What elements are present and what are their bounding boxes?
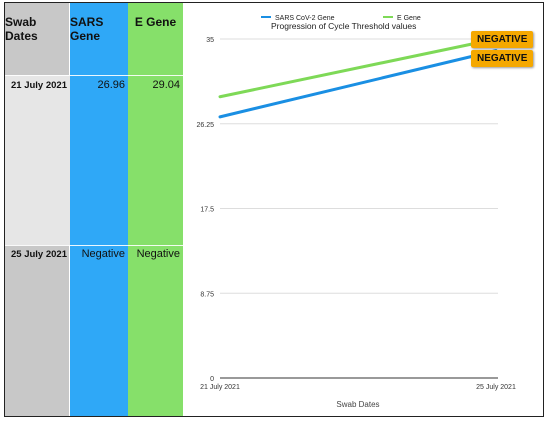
negative-badge: NEGATIVE — [471, 31, 534, 48]
row-1-sars: 26.96 — [97, 79, 125, 91]
row-2-egene: Negative — [136, 248, 180, 260]
y-tick-label: 0 — [210, 376, 214, 383]
row-2-sars: Negative — [81, 248, 125, 260]
y-tick-label: 8.75 — [200, 291, 214, 298]
row-1-egene: 29.04 — [152, 79, 180, 91]
legend-entry: SARS CoV-2 Gene — [275, 15, 335, 22]
row-divider — [5, 75, 183, 76]
y-tick-label: 26.25 — [196, 122, 214, 129]
sars-column — [70, 3, 128, 416]
x-tick-label: 25 July 2021 — [476, 384, 516, 391]
row-divider — [5, 245, 183, 246]
row-1-date: 21 July 2021 — [11, 80, 67, 91]
negative-badge: NEGATIVE — [471, 50, 534, 67]
header-sars-gene: SARS Gene — [70, 15, 104, 43]
dates-column-highlight — [5, 75, 70, 245]
chart-title: Progression of Cycle Threshold values — [271, 21, 416, 31]
series-line — [218, 49, 498, 119]
chart-frame: Swab Dates SARS Gene E Gene 21 July 2021… — [4, 2, 544, 417]
x-tick-label: 21 July 2021 — [200, 384, 240, 391]
header-swab-dates: Swab Dates — [5, 15, 38, 43]
series-line — [218, 37, 498, 99]
line-chart: 0 8.75 17.5 26.25 35 21 July 2021 25 July 2021… — [196, 15, 516, 409]
y-tick-label: 17.5 — [200, 207, 214, 214]
x-axis-label: Swab Dates — [336, 400, 379, 409]
row-2-date: 25 July 2021 — [11, 249, 67, 260]
legend-entry: E Gene — [397, 15, 421, 22]
header-e-gene: E Gene — [134, 15, 177, 29]
y-tick-label: 35 — [206, 37, 214, 44]
egene-column — [128, 3, 183, 416]
